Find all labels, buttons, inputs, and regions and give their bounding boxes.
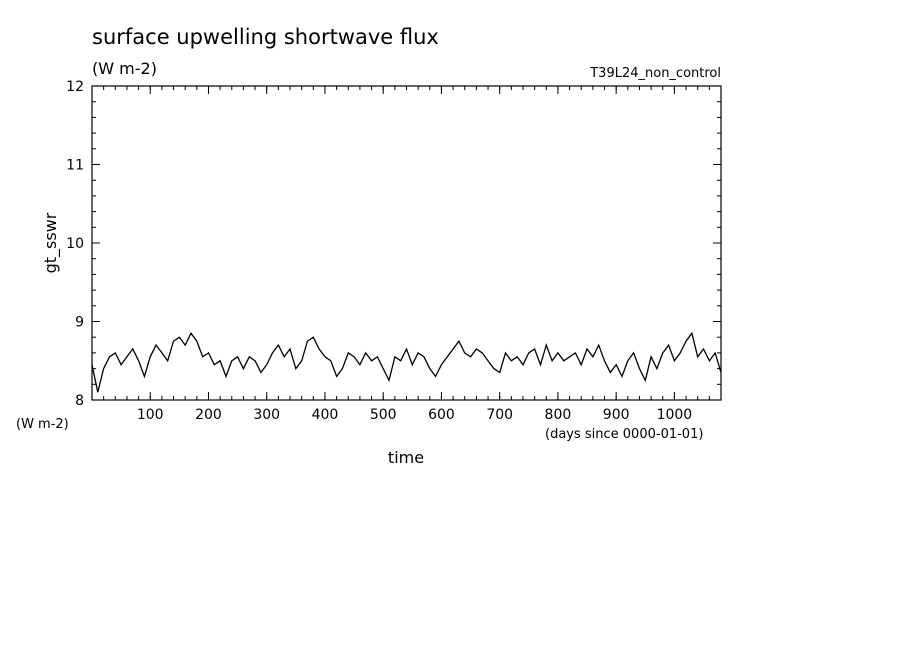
- y-tick-label: 10: [66, 236, 84, 252]
- y-tick-label: 9: [75, 315, 84, 331]
- x-tick-label: 500: [370, 407, 397, 423]
- y-tick-label: 11: [66, 158, 84, 174]
- x-tick-label: 800: [545, 407, 572, 423]
- x-axis-units: (days since 0000-01-01): [545, 427, 703, 442]
- run-label: T39L24_non_control: [589, 66, 721, 81]
- chart-title: surface upwelling shortwave flux: [92, 25, 439, 49]
- y-axis-ticks: 8 9 10 11 12: [66, 79, 721, 409]
- chart-subtitle: (W m-2): [92, 59, 157, 78]
- x-tick-label: 100: [137, 407, 164, 423]
- x-tick-label: 300: [253, 407, 280, 423]
- x-tick-label: 900: [603, 407, 630, 423]
- y-tick-label: 12: [66, 79, 84, 95]
- x-tick-label: 1000: [657, 407, 693, 423]
- x-axis-label: time: [388, 448, 424, 467]
- y-axis-units: (W m-2): [16, 417, 69, 432]
- y-tick-label: 8: [75, 393, 84, 409]
- x-tick-label: 400: [312, 407, 339, 423]
- x-axis-ticks: 100 200 300 400 500 600 700 800 900 1000: [137, 86, 692, 423]
- x-tick-label: 200: [195, 407, 222, 423]
- minor-ticks: [92, 86, 721, 400]
- y-axis-label: gt_sswr: [41, 212, 61, 273]
- series-line: [91, 331, 722, 393]
- x-tick-label: 600: [428, 407, 455, 423]
- x-tick-label: 700: [486, 407, 513, 423]
- plot-frame: [91, 85, 722, 401]
